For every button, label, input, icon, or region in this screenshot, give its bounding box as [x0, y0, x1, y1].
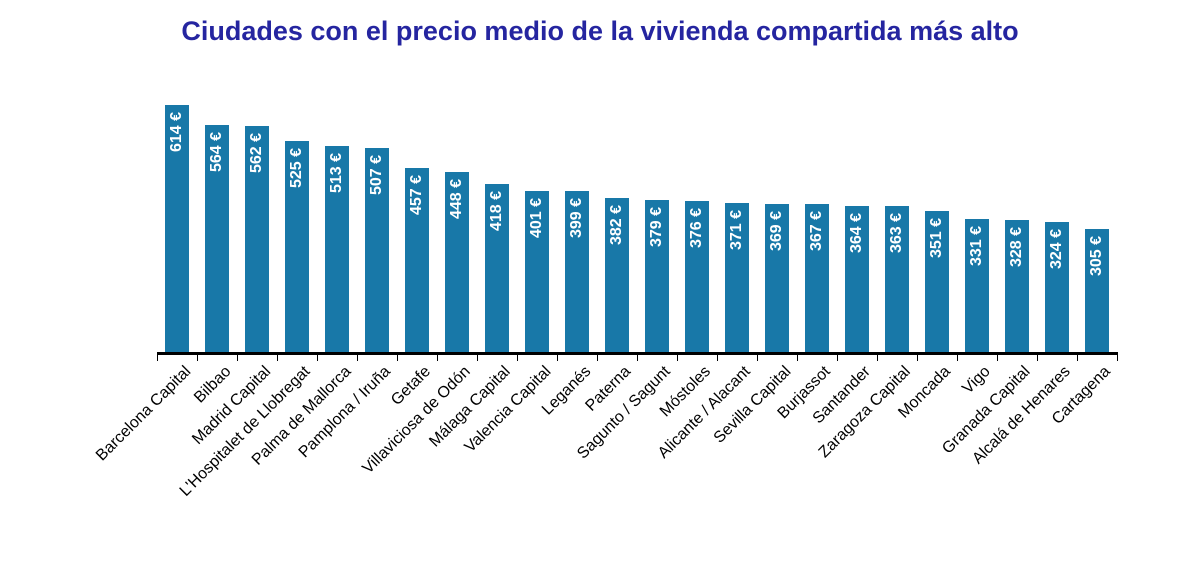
- x-axis-tick: [997, 352, 998, 361]
- x-axis-tick: [677, 352, 678, 361]
- bar-value-label: 399 €: [568, 198, 585, 239]
- bar: 328 €: [1005, 220, 1029, 352]
- bar-value-label: 513 €: [328, 153, 345, 194]
- x-axis-label: Vigo: [959, 363, 995, 398]
- x-axis-tick: [797, 352, 798, 361]
- bar: 367 €: [805, 204, 829, 352]
- x-axis-tick: [557, 352, 558, 361]
- bar: 371 €: [725, 203, 749, 352]
- bar: 401 €: [525, 191, 549, 352]
- bar-value-label: 376 €: [688, 208, 705, 249]
- x-axis-tick: [1117, 352, 1118, 361]
- bar-value-label: 351 €: [928, 218, 945, 259]
- bar-value-label: 507 €: [368, 155, 385, 196]
- bar-value-label: 363 €: [888, 213, 905, 254]
- bar: 363 €: [885, 206, 909, 352]
- bar-value-label: 364 €: [848, 213, 865, 254]
- bar: 364 €: [845, 206, 869, 352]
- chart-title: Ciudades con el precio medio de la vivie…: [181, 16, 1019, 46]
- x-axis-tick: [237, 352, 238, 361]
- x-axis-tick: [277, 352, 278, 361]
- bar-value-label: 401 €: [528, 198, 545, 239]
- x-axis-tick: [397, 352, 398, 361]
- x-axis-tick: [157, 352, 158, 361]
- bar: 382 €: [605, 198, 629, 352]
- x-axis-tick: [957, 352, 958, 361]
- bar: 399 €: [565, 191, 589, 352]
- bar: 562 €: [245, 126, 269, 352]
- bar-value-label: 382 €: [608, 205, 625, 246]
- bar: 513 €: [325, 146, 349, 352]
- bar-value-label: 564 €: [208, 132, 225, 173]
- bar: 305 €: [1085, 229, 1109, 352]
- bar: 448 €: [445, 172, 469, 352]
- bar-value-label: 457 €: [408, 175, 425, 216]
- bar-value-label: 305 €: [1088, 236, 1105, 277]
- bar: 614 €: [165, 105, 189, 352]
- bar: 564 €: [205, 125, 229, 352]
- x-axis-tick: [477, 352, 478, 361]
- x-axis-tick: [1077, 352, 1078, 361]
- x-axis-tick: [197, 352, 198, 361]
- x-axis-tick: [757, 352, 758, 361]
- x-axis-tick: [597, 352, 598, 361]
- bar: 379 €: [645, 200, 669, 352]
- x-axis-tick: [317, 352, 318, 361]
- x-axis-tick: [877, 352, 878, 361]
- bar: 525 €: [285, 141, 309, 352]
- x-axis-tick: [637, 352, 638, 361]
- bar-value-label: 324 €: [1048, 229, 1065, 270]
- bar-value-label: 525 €: [288, 148, 305, 189]
- bar: 376 €: [685, 201, 709, 352]
- x-axis-label: Barcelona Capital: [92, 363, 195, 465]
- bar-value-label: 367 €: [808, 211, 825, 252]
- bar: 351 €: [925, 211, 949, 352]
- bar: 418 €: [485, 184, 509, 352]
- x-axis-tick: [437, 352, 438, 361]
- bar: 457 €: [405, 168, 429, 352]
- x-axis-tick: [1037, 352, 1038, 361]
- bar: 331 €: [965, 219, 989, 352]
- x-axis-tick: [357, 352, 358, 361]
- bar-value-label: 328 €: [1008, 227, 1025, 268]
- bar-value-label: 418 €: [488, 191, 505, 232]
- bar: 324 €: [1045, 222, 1069, 352]
- x-axis-tick: [717, 352, 718, 361]
- x-axis-tick: [837, 352, 838, 361]
- bar-value-label: 614 €: [168, 112, 185, 153]
- bar: 507 €: [365, 148, 389, 352]
- x-axis-tick: [517, 352, 518, 361]
- bar: 369 €: [765, 204, 789, 352]
- bar-value-label: 369 €: [768, 211, 785, 252]
- bar-value-label: 562 €: [248, 133, 265, 174]
- bar-value-label: 371 €: [728, 210, 745, 251]
- bar-value-label: 379 €: [648, 207, 665, 248]
- bar-value-label: 448 €: [448, 179, 465, 220]
- bar-value-label: 331 €: [968, 226, 985, 267]
- x-axis-tick: [917, 352, 918, 361]
